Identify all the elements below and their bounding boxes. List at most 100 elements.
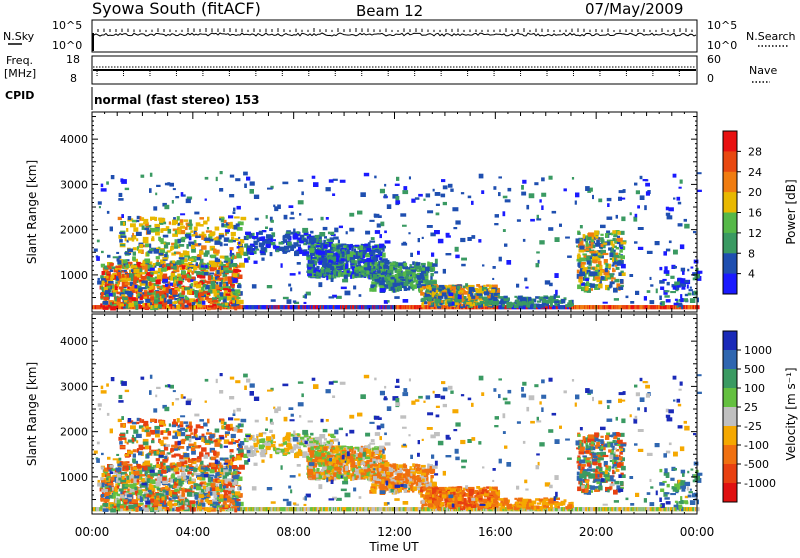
power-cell [141, 281, 147, 284]
power-cell [143, 219, 148, 224]
power-cell [575, 193, 579, 198]
power-cell [402, 190, 408, 194]
power-cell [191, 277, 195, 280]
power-cell [101, 287, 104, 290]
power-cell [406, 277, 409, 282]
power-cell [293, 235, 299, 240]
power-cell [156, 279, 161, 284]
power-cell [115, 266, 121, 268]
power-cell [554, 273, 558, 278]
power-cell [629, 274, 633, 277]
power-cell [375, 249, 379, 252]
power-cell [619, 190, 624, 193]
power-cell [461, 192, 464, 194]
power-cell [107, 255, 111, 258]
power-cell [492, 285, 497, 287]
power-cell [422, 237, 424, 239]
power-cell [345, 291, 351, 296]
power-cell [636, 190, 640, 194]
power-cell [293, 300, 296, 302]
power-cell [475, 288, 478, 291]
power-cell [418, 238, 420, 242]
power-cell [160, 228, 163, 233]
power-cell [326, 217, 329, 220]
power-cell [395, 196, 399, 201]
power-cell [298, 200, 304, 204]
power-cell [329, 179, 334, 182]
power-cell [603, 253, 609, 255]
power-cell [548, 297, 554, 302]
power-cell [638, 247, 643, 250]
power-cell [158, 304, 162, 308]
power-cell [491, 289, 496, 293]
power-cell [365, 231, 370, 235]
power-cell [344, 275, 348, 280]
power-cell [534, 182, 538, 185]
power-cell [603, 243, 607, 245]
power-cell [155, 228, 160, 232]
power-cell [430, 281, 432, 285]
power-cell [415, 197, 420, 200]
power-cell [363, 250, 366, 255]
power-cell [173, 188, 176, 190]
power-cell [498, 176, 502, 178]
power-cell [113, 256, 119, 258]
power-cell [664, 266, 667, 271]
power-cell [216, 250, 219, 254]
power-cell [373, 259, 375, 261]
power-cell [582, 253, 587, 255]
power-cell [98, 201, 102, 204]
power-cell [595, 267, 598, 270]
power-cell [161, 295, 164, 299]
power-cell [443, 269, 446, 274]
power-cell [175, 270, 179, 273]
power-cell [219, 282, 222, 287]
power-cell [179, 257, 185, 259]
power-cell [290, 247, 294, 251]
power-cell [369, 252, 371, 255]
power-cell [410, 264, 412, 267]
power-cell [360, 192, 366, 197]
power-cell [588, 232, 594, 236]
power-cell [108, 267, 111, 269]
power-cell [607, 242, 610, 246]
power-cell [165, 183, 168, 186]
power-cell [122, 259, 128, 263]
power-cell [149, 290, 153, 293]
power-cells [92, 171, 702, 311]
power-cell [316, 250, 322, 254]
power-cell [439, 303, 442, 305]
power-cell [246, 233, 251, 235]
power-cell [477, 290, 480, 293]
power-cell [591, 239, 594, 242]
power-cell [684, 224, 689, 229]
power-cell [416, 262, 421, 265]
power-cell [228, 240, 233, 243]
power-cell [384, 231, 387, 234]
power-cell [316, 245, 320, 247]
power-cell [374, 176, 376, 179]
power-cell [217, 270, 220, 274]
power-cell [670, 276, 674, 279]
power-cell [149, 188, 152, 193]
power-cell [225, 229, 230, 232]
power-cell [610, 281, 615, 284]
y-tick-label: 1000 [60, 269, 88, 282]
power-cell [119, 232, 125, 234]
power-cell [156, 262, 160, 266]
power-cell [463, 304, 465, 308]
power-cell [493, 186, 496, 190]
nsearch-tick-bottom: 10^0 [707, 39, 737, 52]
power-cell [117, 272, 121, 276]
power-cell [290, 287, 292, 291]
power-cell [118, 276, 121, 279]
power-cell [174, 243, 178, 246]
power-cell [231, 232, 236, 236]
power-cell [646, 191, 650, 195]
power-cell [299, 213, 301, 216]
power-cell [220, 306, 222, 310]
power-cell [287, 242, 292, 246]
power-cell [398, 277, 404, 279]
power-cell [662, 279, 666, 281]
power-cell [673, 266, 677, 269]
